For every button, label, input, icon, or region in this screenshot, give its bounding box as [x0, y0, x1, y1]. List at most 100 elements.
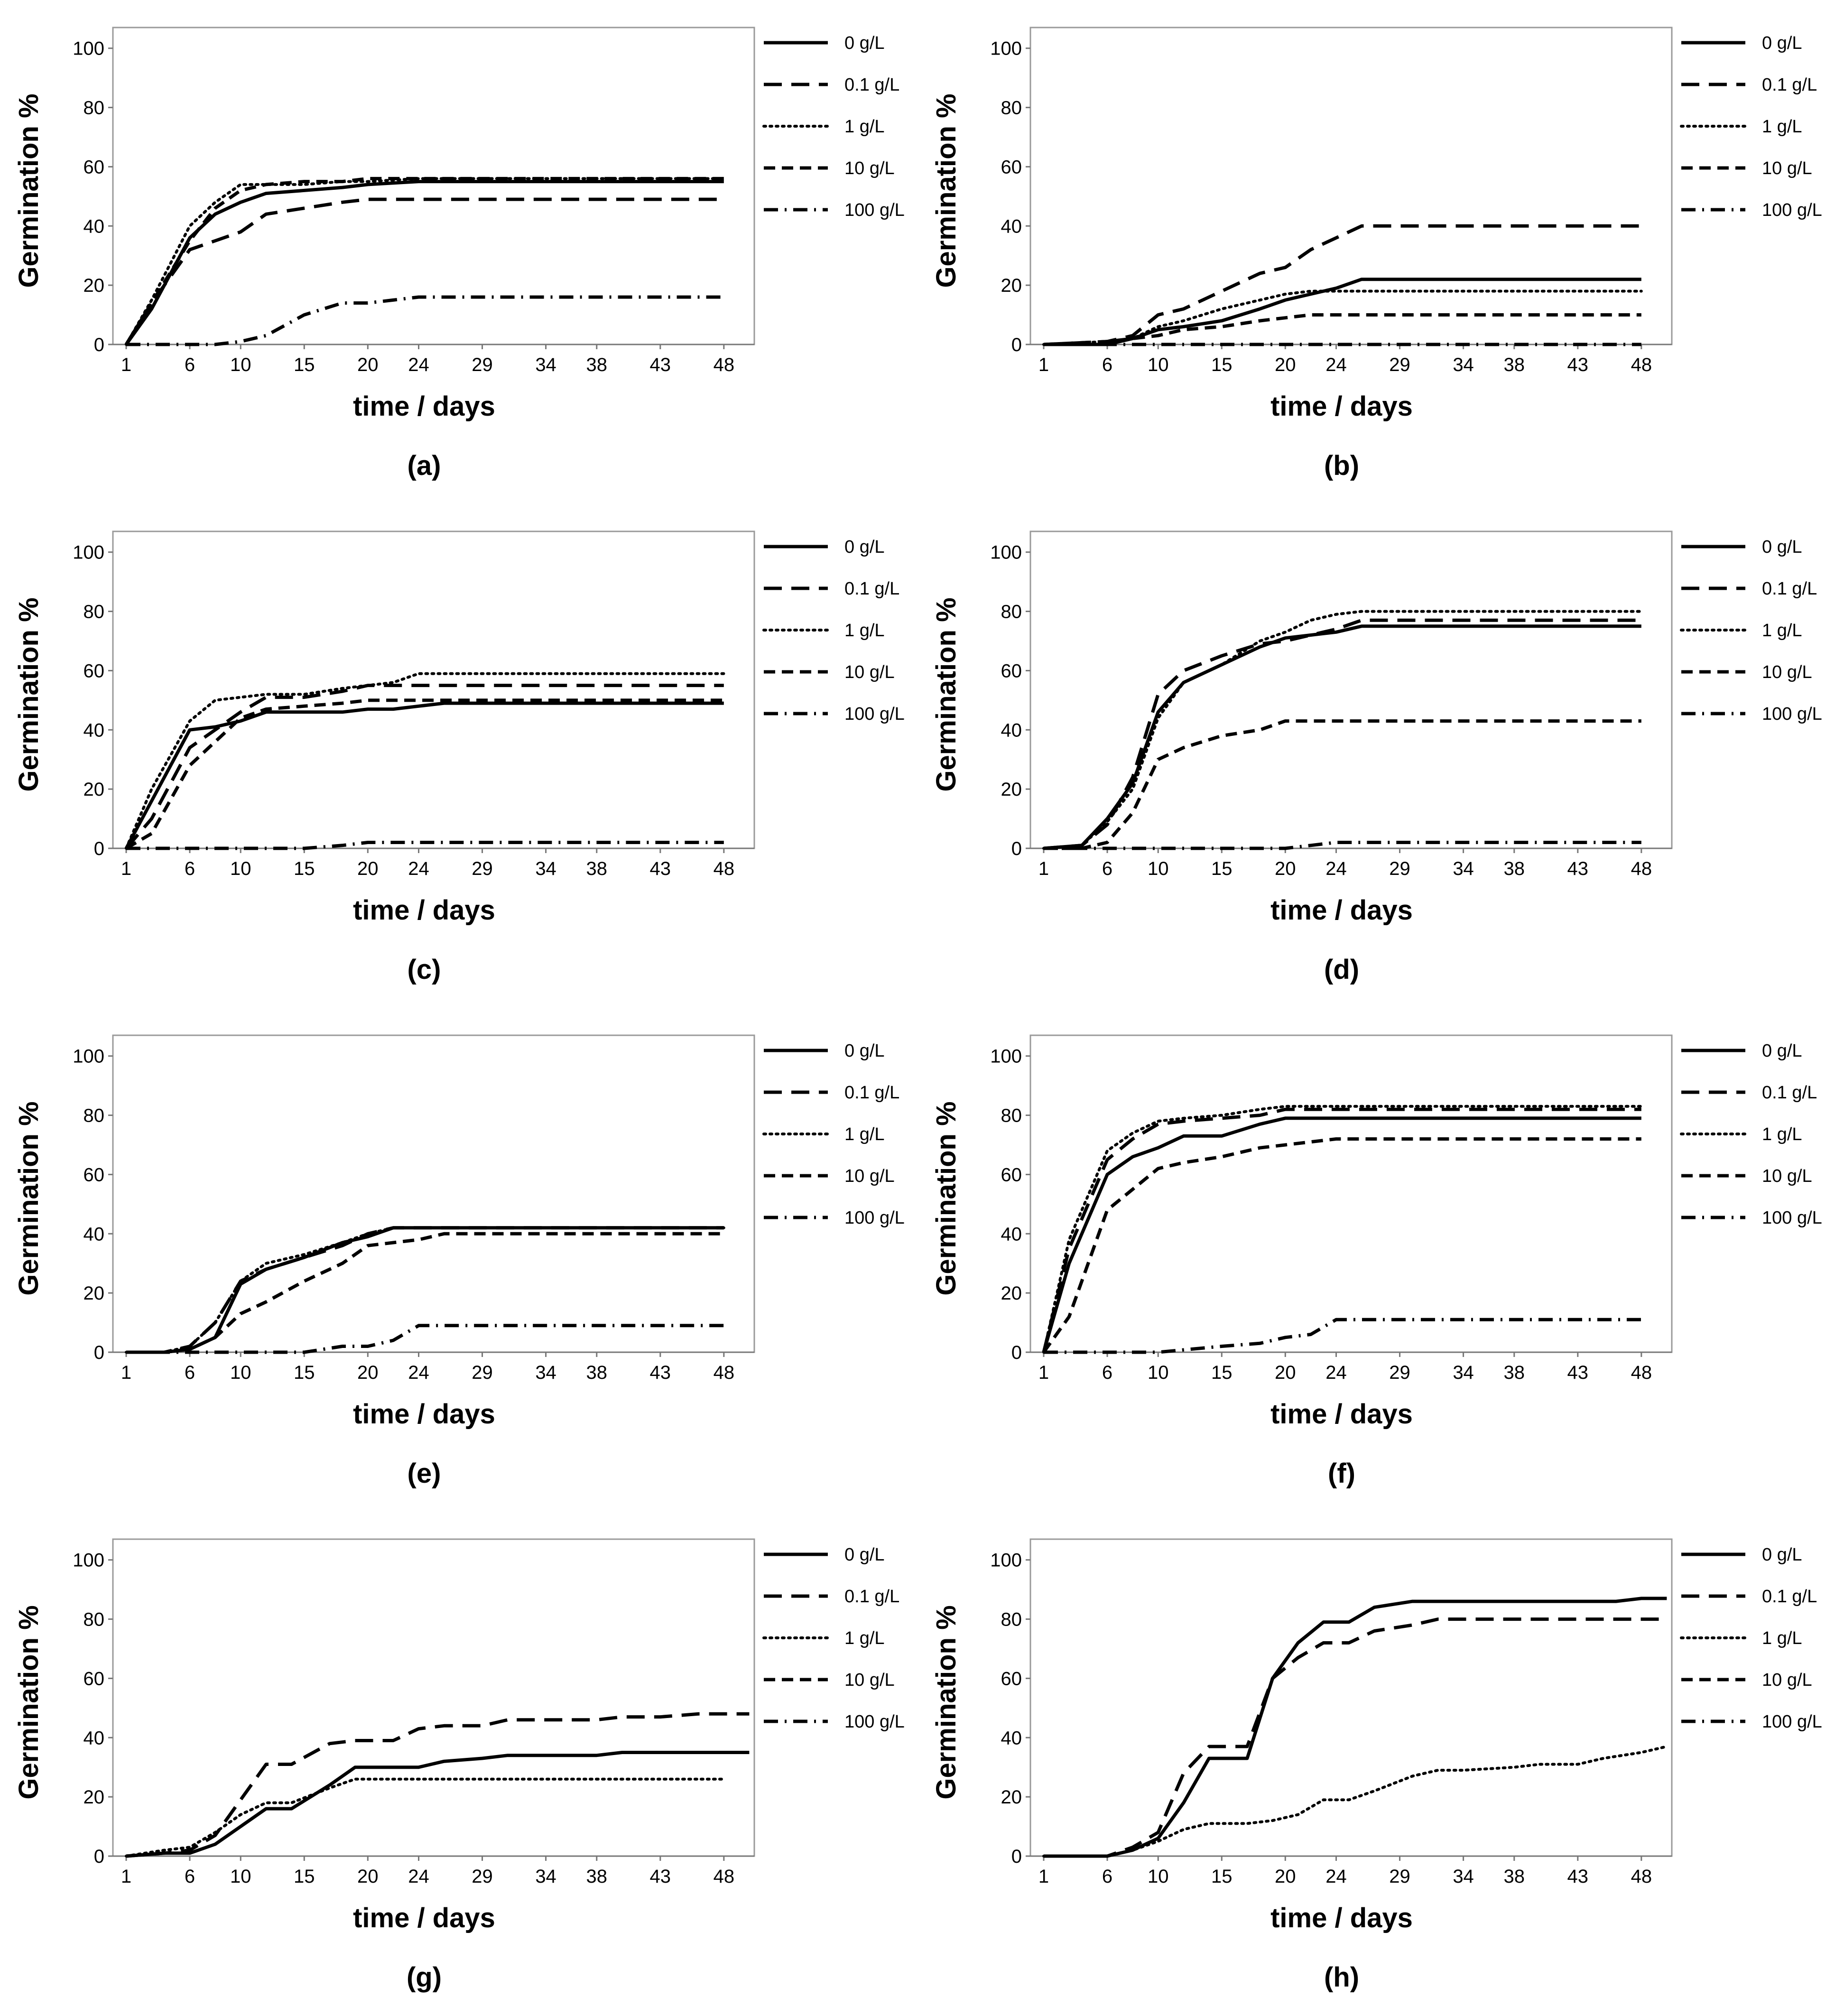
y-tick-label: 20	[1001, 1787, 1022, 1808]
x-tick-label: 34	[1453, 858, 1474, 879]
x-tick-label: 38	[1504, 858, 1525, 879]
x-tick-label: 43	[650, 858, 671, 879]
x-tick-label: 15	[1211, 1362, 1233, 1383]
legend-label: 1 g/L	[1762, 1628, 1802, 1648]
x-tick-label: 10	[230, 1866, 251, 1887]
y-axis-title: Germination %	[13, 1605, 44, 1799]
y-tick-label: 0	[1011, 1846, 1022, 1867]
plot-frame	[112, 530, 755, 849]
legend-label: 100 g/L	[844, 1712, 905, 1732]
y-tick-label: 80	[1001, 1106, 1022, 1126]
y-tick-label: 60	[1001, 157, 1022, 177]
y-axis-title: Germination %	[13, 93, 44, 288]
x-axis-title: time / days	[353, 391, 495, 422]
series-line-2	[1043, 224, 1641, 346]
series-line-3	[1042, 289, 1643, 346]
x-tick-label: 24	[408, 858, 429, 879]
plot-frame	[1029, 1538, 1673, 1857]
x-tick-label: 43	[1567, 354, 1589, 375]
y-tick-label: 40	[1001, 720, 1022, 741]
legend-label: 10 g/L	[844, 1166, 895, 1186]
y-tick-label: 40	[83, 1728, 105, 1748]
x-tick-label: 1	[1038, 1362, 1049, 1383]
x-tick-label: 38	[1504, 1362, 1525, 1383]
x-tick-label: 48	[1631, 1866, 1652, 1887]
x-tick-label: 24	[1325, 1866, 1347, 1887]
x-tick-label: 20	[357, 1866, 379, 1887]
panel-caption: (f)	[1328, 1458, 1355, 1489]
y-tick-label: 80	[83, 1609, 105, 1630]
legend-label: 0.1 g/L	[1762, 579, 1817, 599]
y-tick-label: 0	[1011, 334, 1022, 355]
y-tick-label: 40	[83, 216, 105, 237]
x-tick-label: 48	[714, 1866, 735, 1887]
x-tick-label: 29	[1389, 1362, 1410, 1383]
x-tick-label: 10	[230, 1362, 251, 1383]
x-tick-label: 29	[472, 354, 493, 375]
y-tick-label: 100	[990, 38, 1022, 59]
y-tick-label: 0	[94, 334, 104, 355]
x-axis-title: time / days	[353, 1903, 495, 1933]
series-line-3	[125, 672, 725, 850]
legend-label: 10 g/L	[844, 1670, 895, 1690]
y-tick-label: 60	[83, 1668, 105, 1689]
x-tick-label: 6	[1102, 1362, 1112, 1383]
x-tick-label: 34	[1453, 1866, 1474, 1887]
x-tick-label: 15	[1211, 1866, 1233, 1887]
x-tick-label: 29	[472, 1866, 493, 1887]
legend-label: 0.1 g/L	[844, 579, 899, 599]
x-tick-label: 43	[650, 1866, 671, 1887]
legend-label: 0 g/L	[844, 1545, 885, 1565]
x-tick-label: 24	[408, 1866, 429, 1887]
y-tick-label: 20	[1001, 275, 1022, 296]
x-tick-label: 29	[1389, 354, 1410, 375]
series-line-2	[1043, 618, 1641, 850]
legend-label: 1 g/L	[844, 621, 885, 641]
series-line-4	[1043, 313, 1641, 346]
y-tick-label: 100	[73, 1550, 104, 1571]
y-tick-label: 0	[1011, 838, 1022, 859]
legend-label: 1 g/L	[1762, 621, 1802, 641]
y-tick-label: 20	[83, 275, 105, 296]
y-tick-label: 0	[94, 1342, 104, 1363]
legend-label: 1 g/L	[844, 117, 885, 137]
legend-label: 100 g/L	[844, 1208, 905, 1228]
series-line-4	[126, 1232, 724, 1354]
y-tick-label: 80	[1001, 1609, 1022, 1630]
x-tick-label: 43	[1567, 1866, 1589, 1887]
y-axis-title: Germination %	[931, 1101, 962, 1295]
y-tick-label: 20	[1001, 779, 1022, 800]
legend-label: 10 g/L	[1762, 158, 1812, 178]
x-tick-label: 38	[586, 1362, 608, 1383]
chart-svg: 0 20 40 60 80 100 1 6 10 15 20 24 29 34 38 43 48 time / d…	[931, 27, 1822, 481]
x-tick-label: 1	[121, 1362, 131, 1383]
x-tick-label: 48	[1631, 858, 1652, 879]
y-tick-label: 80	[83, 602, 105, 622]
x-tick-label: 24	[408, 1362, 429, 1383]
chart-svg: 0 20 40 60 80 100 1 6 10 15 20 24 29 34 38 43 48 time / d…	[13, 27, 905, 481]
x-tick-label: 20	[1275, 354, 1296, 375]
x-tick-label: 24	[1325, 858, 1347, 879]
y-tick-label: 80	[1001, 98, 1022, 119]
x-tick-label: 34	[535, 354, 556, 375]
legend-label: 0.1 g/L	[1762, 1587, 1817, 1607]
x-tick-label: 1	[1038, 858, 1049, 879]
x-tick-label: 15	[294, 1866, 315, 1887]
chart-panel-5: 0 20 40 60 80 100 1 6 10 15 20 24 29 34 38 43 48 time / d…	[0, 1008, 918, 1512]
y-tick-label: 80	[83, 98, 105, 119]
series-line-3	[125, 1777, 725, 1858]
legend-label: 0 g/L	[844, 33, 885, 53]
panel-caption: (d)	[1324, 954, 1359, 985]
y-tick-label: 0	[1011, 1342, 1022, 1363]
legend-label: 10 g/L	[844, 158, 895, 178]
legend-label: 0.1 g/L	[844, 1083, 899, 1103]
panel-caption: (b)	[1324, 450, 1359, 481]
series-line-5	[126, 295, 724, 346]
y-tick-label: 60	[83, 1164, 105, 1185]
x-tick-label: 29	[472, 858, 493, 879]
x-tick-label: 34	[1453, 354, 1474, 375]
x-tick-label: 20	[357, 354, 379, 375]
x-tick-label: 15	[294, 858, 315, 879]
x-tick-label: 6	[185, 1866, 195, 1887]
y-tick-label: 60	[1001, 1164, 1022, 1185]
